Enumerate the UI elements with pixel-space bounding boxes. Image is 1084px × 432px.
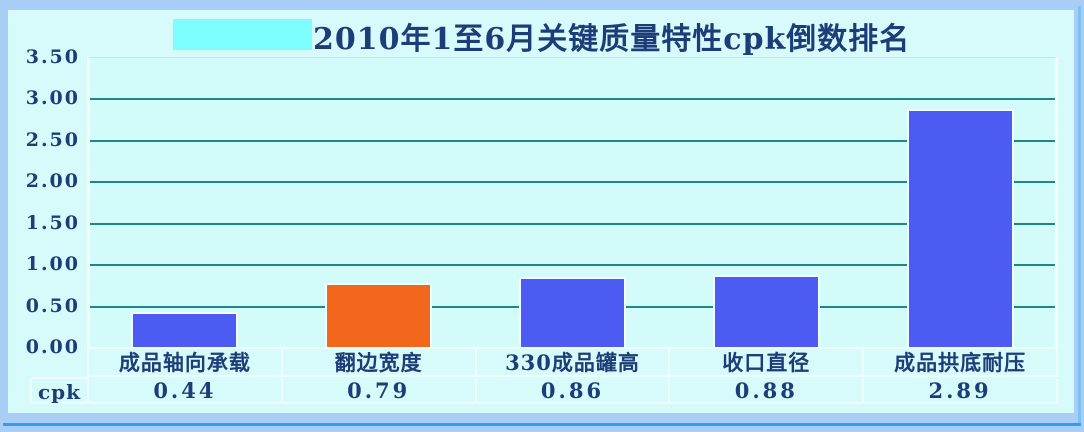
bar-成品轴向承载 (130, 312, 238, 348)
chart-title: 2010年1至6月关键质量特性cpk倒数排名 (313, 22, 911, 57)
cpk-value-cell: 2.89 (864, 379, 1058, 402)
grid-line (90, 139, 1055, 142)
y-tick-label: 3.50 (25, 46, 80, 68)
y-tick-label: 0.00 (25, 336, 80, 358)
category-cell: 成品轴向承载 (89, 349, 283, 375)
bar-330成品罐高 (519, 277, 626, 348)
grid-line (90, 181, 1055, 184)
y-tick-label: 1.50 (25, 211, 80, 234)
frame-accent-bottom (3, 423, 1081, 426)
row-label-cpk: cpk (32, 377, 89, 404)
grid-line (90, 264, 1055, 267)
bar-成品拱底耐压 (907, 109, 1015, 348)
plot-area (87, 57, 1058, 348)
grid-line (90, 222, 1055, 225)
category-cell: 330成品罐高 (477, 349, 671, 375)
y-tick-label: 2.00 (25, 170, 80, 193)
cpk-value-cell: 0.44 (89, 379, 283, 402)
cpk-value-cell: 0.79 (283, 379, 477, 402)
bar-翻边宽度 (324, 283, 432, 348)
bar-收口直径 (713, 275, 821, 348)
y-tick-label: 0.50 (25, 294, 80, 317)
y-tick-label: 3.00 (25, 87, 80, 110)
category-cell: 成品拱底耐压 (864, 349, 1058, 375)
title-highlight-swatch (173, 19, 312, 50)
grid-line (90, 98, 1055, 101)
cpk-value-cell: 0.88 (670, 379, 865, 402)
category-cell: 翻边宽度 (283, 349, 477, 375)
y-tick-label: 2.50 (25, 128, 80, 151)
category-row: 成品轴向承载 翻边宽度 330成品罐高 收口直径 成品拱底耐压 (87, 347, 1058, 377)
cpk-value-cell: 0.86 (477, 379, 671, 402)
cpk-value-row: cpk 0.44 0.79 0.86 0.88 2.89 (30, 377, 1058, 404)
frame-accent-right (1078, 6, 1081, 426)
category-cell: 收口直径 (670, 349, 865, 375)
y-tick-label: 1.00 (25, 253, 80, 276)
